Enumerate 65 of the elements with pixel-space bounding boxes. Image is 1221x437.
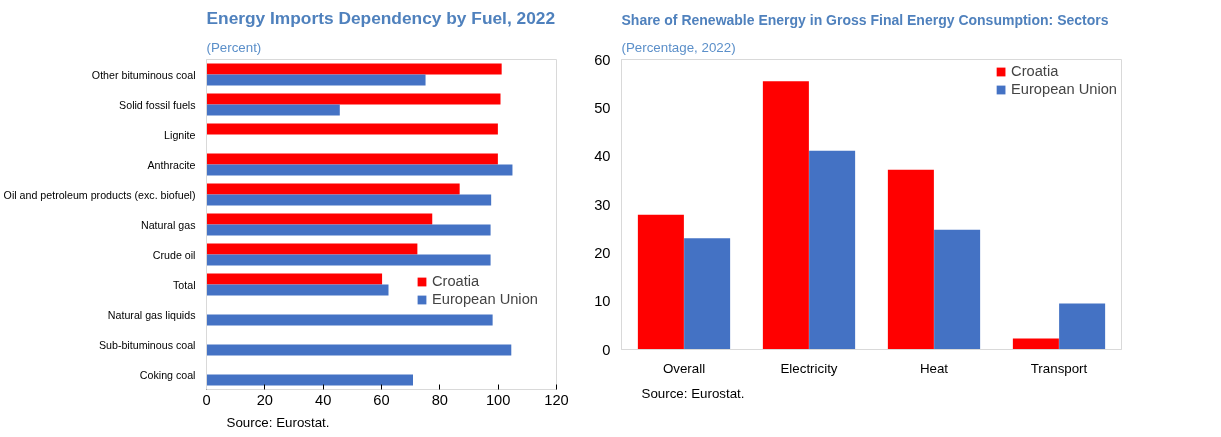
bar [934,229,981,350]
bar [206,273,383,285]
y-tick-label: Total [172,278,196,291]
x-tick-label: Transport [1030,360,1088,376]
bar [206,63,502,75]
bar [887,169,934,350]
bar [206,213,433,225]
chart-title: Share of Renewable Energy in Gross Final Energy Consumption: Sectors [621,11,1109,28]
y-tick-label: 10 [594,293,611,310]
y-tick-label: 20 [594,244,611,261]
y-tick-label: 0 [602,341,611,358]
y-tick-label: Lignite [164,128,196,141]
y-tick-label: Natural gas [141,218,196,231]
y-tick-label: Crude oil [152,248,196,261]
y-tick-label: 30 [594,196,611,213]
x-tick-label: Electricity [780,360,838,376]
bar [206,183,460,195]
bar [206,344,512,356]
bar [684,238,731,350]
bar [206,254,491,266]
y-tick-label: Solid fossil fuels [119,98,196,111]
chart-title: Energy Imports Dependency by Fuel, 2022 [206,7,556,28]
x-tick-label: Overall [662,360,706,376]
x-tick-label: Heat [919,360,949,376]
x-tick-label: 100 [485,391,511,408]
y-tick-label: 60 [594,51,611,68]
bar [1059,303,1106,350]
legend-label: European Union [432,291,538,307]
x-tick-label: 20 [256,391,273,408]
x-tick-label: 0 [202,391,211,408]
chart-subtitle: (Percentage, 2022) [621,39,736,55]
bar [206,314,493,326]
bar [206,164,513,176]
x-tick-label: 120 [544,391,569,408]
y-tick-label: Anthracite [147,158,196,171]
bar [809,150,856,350]
bar [206,93,501,105]
bar [1012,338,1059,350]
x-tick-label: 40 [315,391,332,408]
bar [206,224,491,236]
y-tick-label: Natural gas liquids [107,308,196,321]
legend-label: Croatia [432,273,480,289]
bar [206,243,418,255]
source-note: Source: Eurostat. [226,414,330,430]
bar [206,74,426,86]
bar [206,374,413,386]
legend-label: European Union [1011,81,1117,97]
x-tick-label: 60 [373,391,390,408]
y-tick-label: 40 [594,148,611,165]
bar [206,284,389,296]
bar [206,194,492,206]
bar [206,123,498,135]
source-note: Source: Eurostat. [641,385,745,401]
legend-label: Croatia [1011,63,1059,79]
bar [637,214,684,350]
y-tick-label: Coking coal [139,368,196,381]
x-tick-label: 80 [431,391,448,408]
chart-subtitle: (Percent) [206,39,262,55]
y-tick-label: Other bituminous coal [91,68,196,81]
y-tick-label: Oil and petroleum products (exc. biofuel) [3,188,196,201]
bar [206,104,340,116]
y-tick-label: 50 [594,99,611,116]
bar [206,153,498,165]
bar [762,81,809,350]
y-tick-label: Sub-bituminous coal [98,338,196,351]
